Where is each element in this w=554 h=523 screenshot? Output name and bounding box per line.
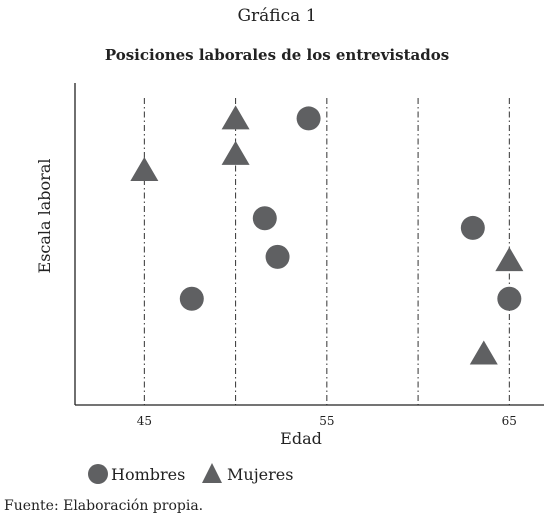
hombres-point-5 bbox=[460, 215, 485, 240]
vertical-reference-lines bbox=[143, 98, 510, 405]
chart-title: Posiciones laborales de los entrevistado… bbox=[104, 46, 450, 64]
hombres-point-4 bbox=[179, 286, 204, 311]
x-tick-label-65: 65 bbox=[502, 414, 517, 428]
mujeres-point-2 bbox=[221, 140, 250, 165]
legend-hombres-label: Hombres bbox=[111, 465, 185, 484]
source-note: Fuente: Elaboración propia. bbox=[4, 498, 204, 514]
hombres-point-2 bbox=[252, 206, 277, 231]
data-points bbox=[130, 105, 524, 365]
hombres-point-3 bbox=[265, 244, 290, 269]
y-axis-label: Escala laboral bbox=[35, 159, 54, 274]
legend-mujeres-marker bbox=[202, 463, 222, 483]
x-tick-label-45: 45 bbox=[137, 414, 152, 428]
mujeres-point-5 bbox=[469, 340, 498, 365]
hombres-point-6 bbox=[497, 286, 522, 311]
mujeres-point-4 bbox=[495, 247, 524, 272]
x-tick-labels: 45 55 65 bbox=[137, 414, 517, 428]
figure-number: Gráfica 1 bbox=[237, 6, 317, 26]
legend: Hombres Mujeres bbox=[88, 463, 293, 484]
mujeres-point-1 bbox=[221, 105, 250, 130]
legend-mujeres-label: Mujeres bbox=[227, 465, 293, 484]
x-tick-label-55: 55 bbox=[319, 414, 334, 428]
x-axis-label: Edad bbox=[280, 429, 322, 448]
mujeres-point-3 bbox=[130, 156, 159, 181]
hombres-point-1 bbox=[296, 106, 321, 131]
legend-hombres-marker bbox=[88, 464, 108, 484]
